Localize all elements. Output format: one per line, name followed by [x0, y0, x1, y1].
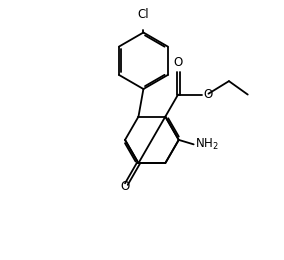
- Text: O: O: [204, 88, 213, 101]
- Text: Cl: Cl: [138, 8, 149, 21]
- Text: O: O: [174, 56, 183, 69]
- Text: O: O: [120, 180, 130, 193]
- Text: NH$_2$: NH$_2$: [195, 137, 219, 152]
